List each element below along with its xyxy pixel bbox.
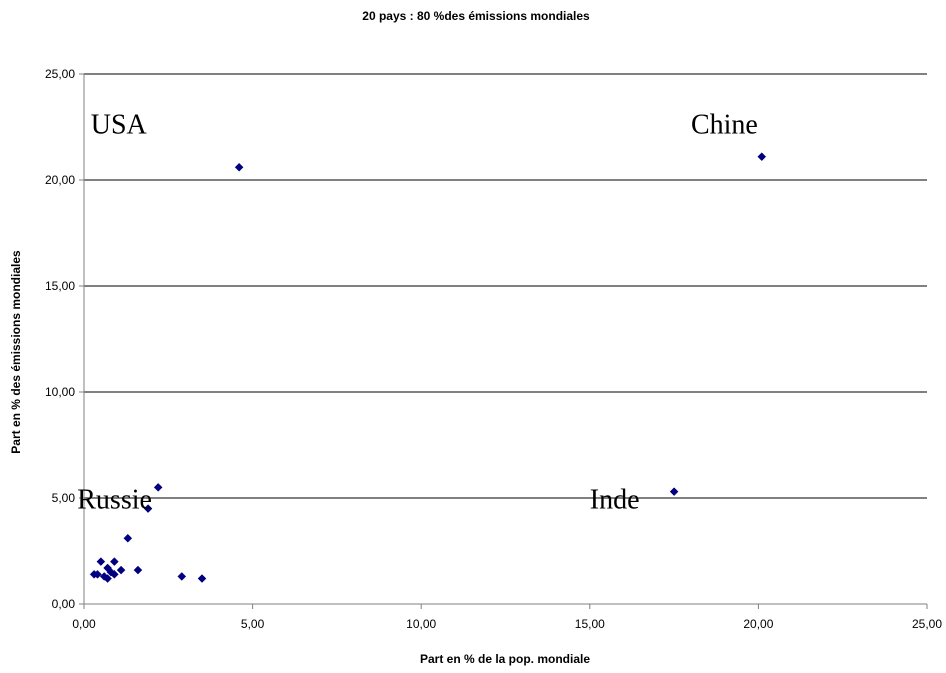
data-point-1 <box>757 152 767 162</box>
y-tick-label-3: 15,00 <box>45 279 75 293</box>
data-points <box>89 152 767 583</box>
annotation-chine: Chine <box>691 109 758 140</box>
y-tick-label-4: 20,00 <box>45 173 75 187</box>
annotations: USA Chine Russie Inde <box>77 109 758 515</box>
gridlines <box>84 73 927 499</box>
y-tick-label-1: 5,00 <box>52 491 76 505</box>
tick-labels: 0,00 5,00 10,00 15,00 20,00 25,00 0,00 5,00 10,0… <box>45 67 942 631</box>
data-point-18 <box>197 574 207 583</box>
data-point-9 <box>116 565 126 575</box>
x-tick-label-3: 15,00 <box>575 617 605 631</box>
x-tick-label-1: 5,00 <box>241 617 265 631</box>
data-point-3 <box>153 483 163 492</box>
x-tick-label-2: 10,00 <box>406 617 436 631</box>
annotation-russie: Russie <box>77 485 152 516</box>
data-point-0 <box>234 162 244 172</box>
x-tick-label-4: 20,00 <box>743 617 773 631</box>
y-axis-title: Part en % des émissions mondiales <box>9 250 23 454</box>
x-tick-label-0: 0,00 <box>72 617 96 631</box>
x-tick-label-5: 25,00 <box>912 617 942 631</box>
data-point-7 <box>109 557 119 566</box>
y-tick-label-2: 10,00 <box>45 385 75 399</box>
axes <box>79 73 928 609</box>
y-tick-label-0: 0,00 <box>52 597 76 611</box>
data-point-6 <box>96 557 106 566</box>
data-point-5 <box>123 533 133 543</box>
x-axis-title: Part en % de la pop. mondiale <box>420 652 590 666</box>
data-point-15 <box>103 574 112 583</box>
data-point-16 <box>133 565 143 575</box>
data-point-2 <box>669 487 679 496</box>
annotation-inde: Inde <box>590 485 640 516</box>
annotation-usa: USA <box>91 109 148 140</box>
data-point-12 <box>93 569 102 579</box>
data-point-13 <box>109 569 119 579</box>
data-point-17 <box>177 572 187 581</box>
y-tick-label-5: 25,00 <box>45 67 75 81</box>
data-point-4 <box>143 504 153 513</box>
chart-title: 20 pays : 80 %des émissions mondiales <box>362 9 590 23</box>
